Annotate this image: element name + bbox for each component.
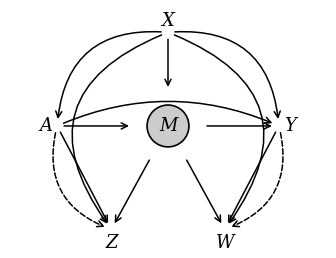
Text: Y: Y — [284, 117, 296, 135]
Text: Z: Z — [105, 234, 118, 252]
Text: A: A — [39, 117, 52, 135]
Circle shape — [147, 105, 189, 147]
FancyArrowPatch shape — [165, 39, 171, 85]
FancyArrowPatch shape — [64, 101, 271, 123]
Text: W: W — [215, 234, 234, 252]
FancyArrowPatch shape — [229, 132, 276, 222]
Text: X: X — [162, 12, 174, 30]
FancyArrowPatch shape — [56, 32, 161, 117]
FancyArrowPatch shape — [72, 35, 162, 222]
FancyArrowPatch shape — [233, 133, 283, 227]
FancyArrowPatch shape — [116, 160, 149, 222]
FancyArrowPatch shape — [64, 123, 127, 129]
FancyArrowPatch shape — [60, 132, 107, 222]
FancyArrowPatch shape — [175, 32, 280, 117]
FancyArrowPatch shape — [174, 35, 264, 222]
FancyArrowPatch shape — [187, 160, 220, 222]
Text: M: M — [159, 117, 177, 135]
FancyArrowPatch shape — [53, 133, 103, 227]
FancyArrowPatch shape — [207, 123, 270, 129]
